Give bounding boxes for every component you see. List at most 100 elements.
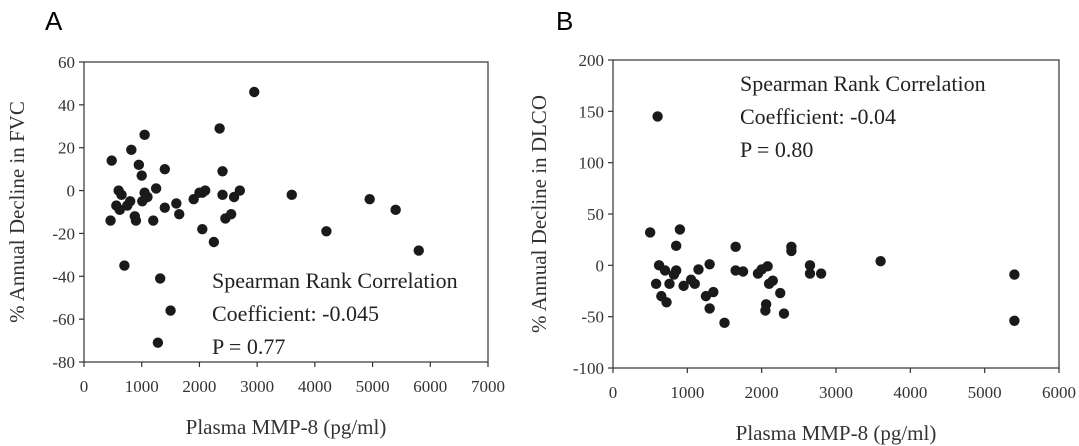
panel-b-x-tick-label: 4000 (893, 383, 927, 402)
panel-a-data-point (217, 166, 228, 177)
panel-a-data-point (152, 337, 164, 348)
panel-b-data-point (1009, 269, 1020, 280)
panel-a-data-point (106, 155, 117, 166)
panel-a-data-point (200, 185, 211, 196)
panel-a-data-point (217, 189, 228, 201)
panel-b-letter: B (556, 6, 573, 36)
panel-a-y-tick-label: 0 (67, 182, 76, 201)
panel-b-data-point (775, 287, 786, 299)
panel-b-x-tick-label: 2000 (745, 383, 779, 402)
panel-a-x-axis-title: Plasma MMP-8 (pg/ml) (186, 415, 387, 439)
panel-b-y-tick-label: -100 (573, 359, 604, 378)
panel-b-data-point (689, 278, 700, 290)
panel-a-y-tick-label: -80 (52, 353, 75, 372)
panel-a-data-point (139, 129, 150, 141)
panel-b-data-point (786, 245, 797, 257)
panel-a-data-point (154, 273, 166, 284)
panel-b-data-point (661, 297, 672, 308)
panel-b-data-point (664, 278, 675, 290)
panel-b-data-point (778, 308, 790, 319)
panel-a-data-point (126, 144, 137, 156)
panel-b-data-point (670, 265, 682, 276)
panel-a-x-tick-label: 4000 (298, 377, 332, 396)
panel-b-data-point (674, 224, 686, 235)
panel-a-data-point (364, 193, 375, 205)
panel-a-ticks: 0 1000 2000 3000 4000 5000 6000 7000 -80 -60 -40 -2… (52, 53, 505, 396)
panel-b-data-point (804, 260, 816, 271)
panel-a-data-point (130, 215, 142, 226)
panel-b-x-tick-label: 0 (609, 383, 618, 402)
panel-b-data-point (762, 261, 773, 272)
panel-a-data-point (249, 86, 260, 98)
panel-a: A 0 1000 2000 3000 4000 5000 6000 7000 -80 -60 -40… (5, 6, 505, 439)
panel-a-data-point (413, 245, 424, 256)
panel-a-y-tick-label: 40 (58, 96, 75, 115)
panel-b-data-point (815, 268, 827, 279)
panel-b-data-point (652, 111, 663, 122)
panel-b-data-point (670, 240, 682, 252)
panel-a-data-point (174, 208, 185, 220)
panel-b-x-tick-label: 5000 (968, 383, 1002, 402)
panel-a-letter: A (45, 6, 63, 36)
panel-b-data-point (644, 227, 656, 238)
panel-a-data-point (214, 123, 225, 134)
panel-b-y-tick-label: 150 (579, 102, 605, 121)
panel-b-x-axis-title: Plasma MMP-8 (pg/ml) (736, 421, 937, 445)
panel-a-y-tick-label: -20 (52, 224, 75, 243)
panel-a-y-tick-label: 20 (58, 139, 75, 158)
panel-a-x-tick-label: 7000 (471, 377, 505, 396)
panel-a-data-point (208, 236, 220, 248)
panel-b-data-point (678, 280, 689, 292)
panel-b-y-tick-label: 200 (579, 51, 605, 70)
panel-b-data-point (650, 278, 662, 290)
panel-b-y-tick-label: 50 (587, 205, 604, 224)
panel-a-data-point (225, 208, 237, 220)
panel-a-annotation-line-3: P = 0.77 (212, 334, 285, 359)
panel-a-data-point (321, 226, 332, 237)
panel-b-y-tick-label: 0 (596, 256, 605, 275)
panel-a-data-point (234, 185, 246, 196)
panel-a-plot-frame (83, 61, 489, 363)
panel-a-data-point (105, 215, 116, 226)
panel-a-y-tick-label: -40 (52, 267, 75, 286)
panel-b-y-axis-title: % Annual Decline in DLCO (527, 95, 551, 333)
panel-a-y-tick-label: 60 (58, 53, 75, 72)
panel-a-x-tick-label: 3000 (240, 377, 274, 396)
panel-a-data-point (197, 223, 208, 235)
panel-a-x-tick-label: 1000 (125, 377, 159, 396)
panel-a-y-axis-title: % Annual Decline in FVC (5, 101, 29, 323)
panel-a-y-tick-label: -60 (52, 310, 75, 329)
panel-b-data-point (693, 264, 704, 275)
panel-a-data-point (142, 191, 153, 203)
panel-b-y-tick-label: 100 (579, 154, 605, 173)
panel-a-data-point (148, 215, 159, 226)
panel-b-data-point (708, 286, 719, 298)
panel-b-points (644, 111, 1020, 329)
panel-b-annotation-line-1: Spearman Rank Correlation (740, 71, 986, 96)
panel-b-data-point (1009, 315, 1020, 326)
panel-b-data-point (737, 266, 749, 277)
panel-b-data-point (875, 256, 886, 267)
panel-b-data-point (760, 299, 772, 310)
panel-b-ticks: 0 1000 2000 3000 4000 5000 6000 -100 -50 0 50 100 15… (573, 51, 1076, 402)
panel-b-annotation-line-2: Coefficient: -0.04 (740, 104, 896, 129)
panel-a-data-point (165, 305, 176, 316)
panel-a-data-point (116, 189, 127, 201)
panel-b-data-point (704, 259, 715, 270)
panel-b-data-point (767, 275, 779, 286)
panel-a-data-point (124, 196, 136, 207)
panel-a-data-point (171, 198, 182, 209)
panel-b-y-tick-label: -50 (581, 308, 604, 327)
panel-a-data-point (133, 159, 145, 171)
panel-a-data-point (390, 204, 401, 216)
panel-b-data-point (719, 317, 730, 329)
panel-a-data-point (119, 260, 130, 271)
panel-a-annotation-line-2: Coefficient: -0.045 (212, 301, 379, 326)
panel-a-data-point (159, 202, 170, 213)
panel-b-annotation-line-3: P = 0.80 (740, 137, 813, 162)
panel-a-data-point (159, 163, 170, 175)
panel-a-x-tick-label: 6000 (413, 377, 447, 396)
panel-b: B 0 1000 2000 3000 4000 5000 6000 -100 -50 0 50 100… (527, 6, 1076, 445)
panel-a-x-tick-label: 2000 (182, 377, 216, 396)
